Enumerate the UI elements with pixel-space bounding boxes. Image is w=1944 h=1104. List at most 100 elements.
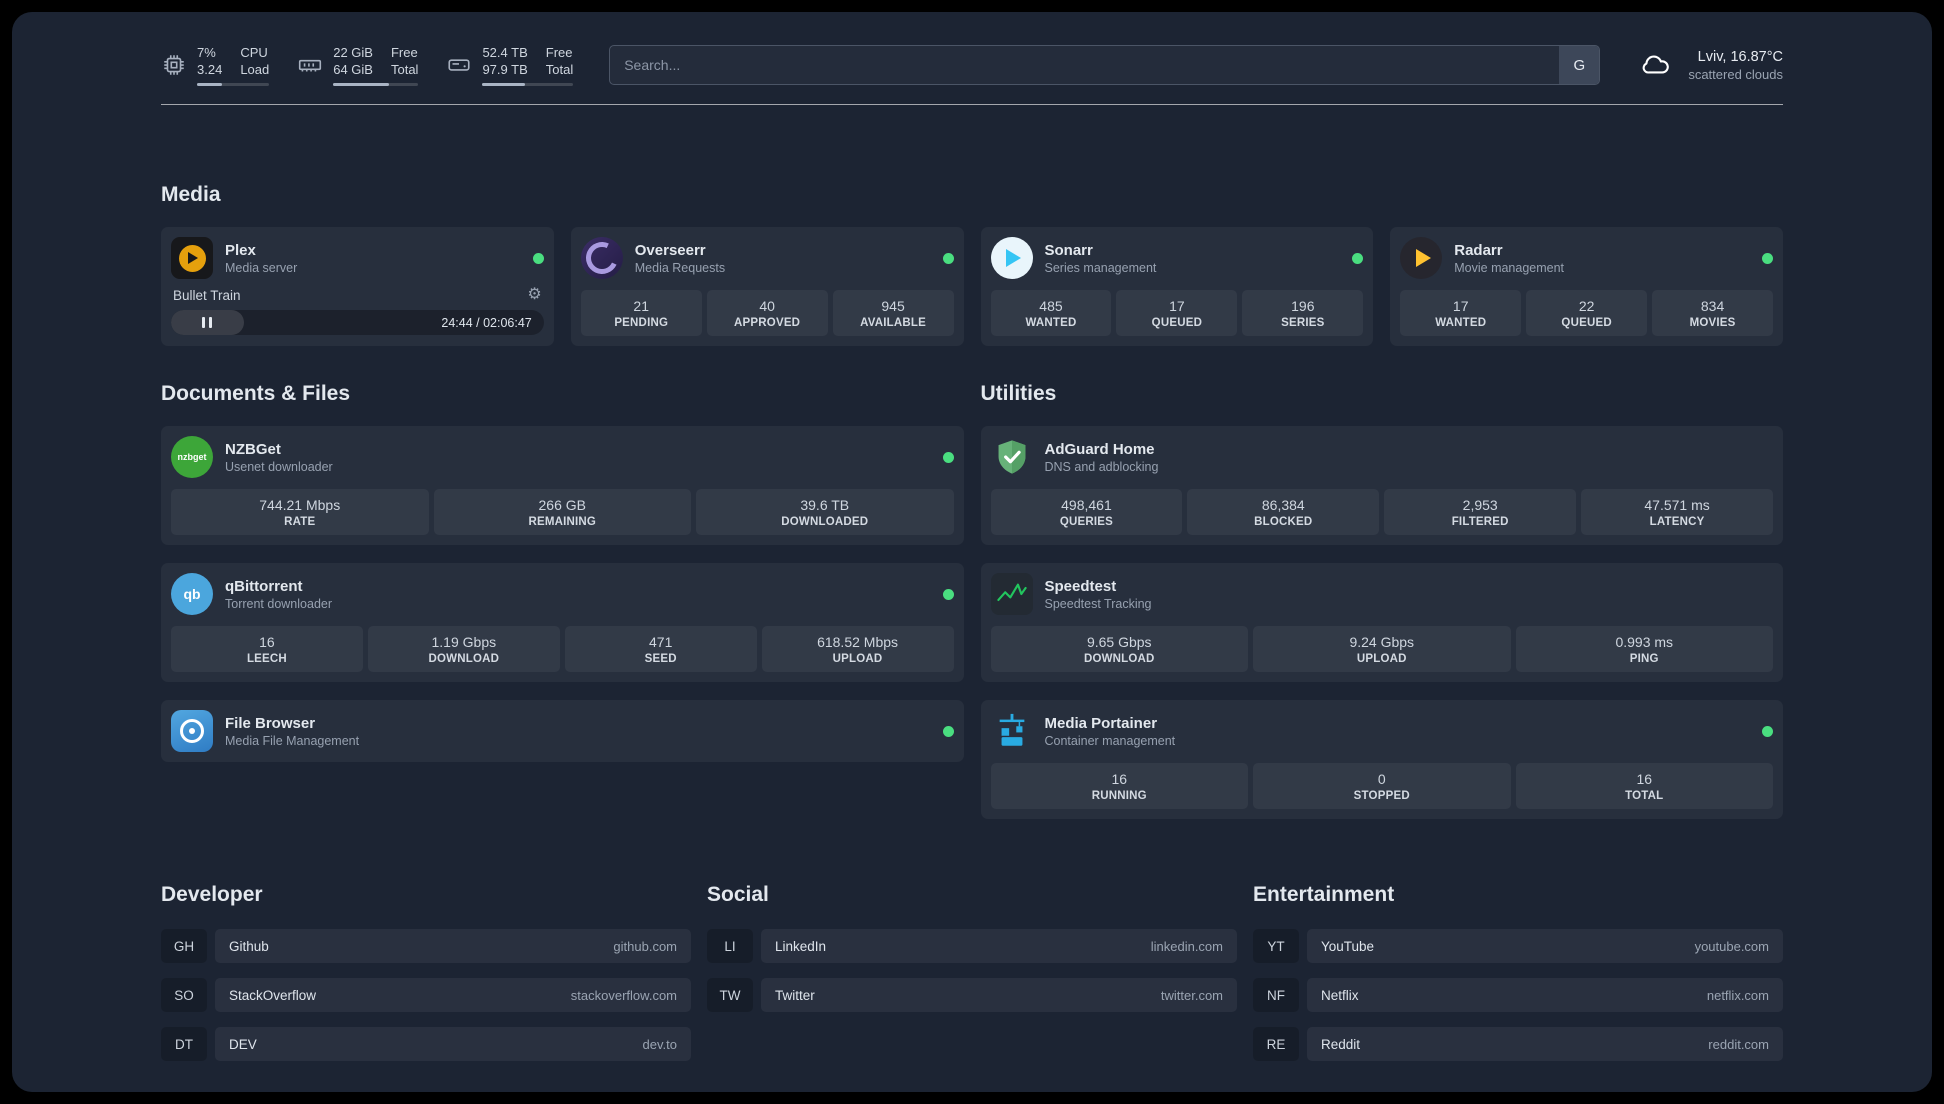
memory-free-label: Free (390, 45, 418, 60)
bookmark-name: Twitter (775, 987, 815, 1003)
portainer-icon (991, 710, 1033, 752)
service-subtitle: Usenet downloader (225, 459, 333, 474)
weather-widget: Lviv, 16.87°C scattered clouds (1636, 45, 1783, 86)
bookmark-name: Netflix (1321, 987, 1359, 1003)
service-subtitle: Media File Management (225, 733, 360, 748)
section-title-entertainment: Entertainment (1253, 883, 1395, 906)
service-name: File Browser (225, 714, 316, 732)
bookmark-github[interactable]: GH Github github.com (161, 929, 691, 963)
pause-icon[interactable] (200, 317, 214, 328)
topbar-divider (161, 104, 1783, 105)
bookmark-url: github.com (613, 938, 677, 954)
search-input[interactable] (609, 45, 1601, 85)
bookmark-twitter[interactable]: TW Twitter twitter.com (707, 978, 1237, 1012)
service-card-sonarr[interactable]: Sonarr Series management 485 WANTED 17 Q… (980, 227, 1374, 346)
bookmark-netflix[interactable]: NF Netflix netflix.com (1253, 978, 1783, 1012)
playback-progress-bar[interactable]: 24:44 / 02:06:47 (171, 310, 544, 335)
disk-total: 97.9 TB (482, 62, 528, 77)
cpu-load: 3.24 (197, 62, 223, 77)
cpu-load-label: Load (240, 62, 270, 77)
service-subtitle: Movie management (1454, 260, 1565, 275)
bookmark-abbr: LI (707, 929, 753, 963)
bookmark-url: stackoverflow.com (570, 987, 677, 1003)
status-dot (1352, 252, 1364, 264)
stat-queued: 22 QUEUED (1526, 290, 1648, 336)
cpu-label: CPU (240, 45, 268, 60)
bookmark-dev[interactable]: DT DEV dev.to (161, 1027, 691, 1061)
stat-rate: 744.21 Mbps RATE (171, 489, 429, 535)
service-card-adguard[interactable]: AdGuard Home DNS and adblocking 498,461 … (980, 426, 1783, 545)
playback-time: 24:44 / 02:06:47 (441, 315, 532, 330)
bookmark-reddit[interactable]: RE Reddit reddit.com (1253, 1027, 1783, 1061)
service-name: Radarr (1454, 241, 1503, 259)
gear-icon[interactable]: ⚙ (527, 286, 542, 303)
memory-icon (297, 52, 323, 78)
stat-available: 945 AVAILABLE (832, 290, 954, 336)
section-entertainment: Entertainment YT YouTube youtube.com NF … (1253, 883, 1783, 1061)
stat-ping: 0.993 ms PING (1515, 626, 1773, 672)
section-documents: Documents & Files nzbget NZBGet Usenet d… (161, 382, 964, 762)
memory-bar (333, 83, 419, 86)
stat-series: 196 SERIES (1242, 290, 1364, 336)
memory-total: 64 GiB (333, 62, 373, 77)
stat-queries: 498,461 QUERIES (990, 489, 1183, 535)
service-name: Plex (225, 241, 256, 259)
stat-stopped: 0 STOPPED (1253, 763, 1511, 809)
service-subtitle: DNS and adblocking (1044, 459, 1159, 474)
bookmark-linkedin[interactable]: LI LinkedIn linkedin.com (707, 929, 1237, 963)
stat-wanted: 17 WANTED (1400, 290, 1522, 336)
cpu-percent: 7% (197, 45, 216, 60)
service-name: Media Portainer (1044, 714, 1158, 732)
service-card-portainer[interactable]: Media Portainer Container management 16 … (980, 700, 1783, 819)
speedtest-icon (990, 573, 1033, 615)
bookmark-name: Reddit (1321, 1036, 1361, 1052)
status-dot (942, 252, 954, 264)
status-dot (1762, 725, 1773, 737)
bookmark-url: dev.to (642, 1036, 677, 1052)
bookmark-name: LinkedIn (775, 938, 827, 954)
bookmark-stackoverflow[interactable]: SO StackOverflow stackoverflow.com (161, 978, 691, 1012)
section-developer: Developer GH Github github.com SO StackO… (161, 883, 691, 1061)
service-card-plex[interactable]: Plex Media server Bullet Train ⚙ (161, 227, 554, 346)
bookmark-youtube[interactable]: YT YouTube youtube.com (1253, 929, 1783, 963)
status-dot (942, 588, 954, 600)
service-name: AdGuard Home (1044, 440, 1155, 458)
stat-total: 16 TOTAL (1515, 763, 1773, 809)
stat-queued: 17 QUEUED (1116, 290, 1238, 336)
section-utilities: Utilities (980, 382, 1783, 819)
service-subtitle: Torrent downloader (225, 596, 333, 611)
search-provider-button[interactable]: G (1559, 46, 1600, 84)
bookmark-url: linkedin.com (1150, 938, 1223, 954)
bookmark-url: reddit.com (1708, 1036, 1769, 1052)
service-card-filebrowser[interactable]: File Browser Media File Management (161, 700, 964, 762)
stat-latency: 47.571 ms LATENCY (1581, 489, 1773, 535)
cpu-icon (161, 52, 187, 78)
disk-icon (446, 52, 472, 78)
bookmark-url: twitter.com (1160, 987, 1223, 1003)
search-bar: G (609, 45, 1601, 85)
service-card-qbittorrent[interactable]: qb qBittorrent Torrent downloader 16 LEE… (161, 563, 964, 682)
stat-downloaded: 39.6 TB DOWNLOADED (696, 489, 954, 535)
section-media: Media Plex Media server Bullet Tra (161, 183, 1783, 346)
service-name: Speedtest (1044, 577, 1117, 595)
sonarr-icon (990, 237, 1033, 279)
service-card-nzbget[interactable]: nzbget NZBGet Usenet downloader 744.21 M… (161, 426, 964, 545)
cpu-widget: 7% 3.24 CPU Load (161, 44, 270, 86)
service-card-overseerr[interactable]: Overseerr Media Requests 21 PENDING 40 A… (570, 227, 964, 346)
filebrowser-icon (171, 710, 213, 752)
cloud-icon (1636, 45, 1676, 86)
bookmark-name: Github (229, 938, 269, 954)
stat-wanted: 485 WANTED (990, 290, 1112, 336)
section-title-documents: Documents & Files (161, 382, 351, 405)
service-card-radarr[interactable]: Radarr Movie management 17 WANTED 22 QUE… (1390, 227, 1783, 346)
bookmark-url: youtube.com (1694, 938, 1769, 954)
service-name: NZBGet (225, 440, 281, 458)
service-card-speedtest[interactable]: Speedtest Speedtest Tracking 9.65 Gbps D… (980, 563, 1783, 682)
stat-leech: 16 LEECH (171, 626, 363, 672)
stat-seed: 471 SEED (564, 626, 757, 672)
disk-bar (482, 83, 574, 86)
adguard-icon (991, 436, 1033, 478)
bookmark-abbr: RE (1253, 1027, 1299, 1061)
disk-free-label: Free (545, 45, 573, 60)
section-social: Social LI LinkedIn linkedin.com TW Twitt… (707, 883, 1237, 1061)
